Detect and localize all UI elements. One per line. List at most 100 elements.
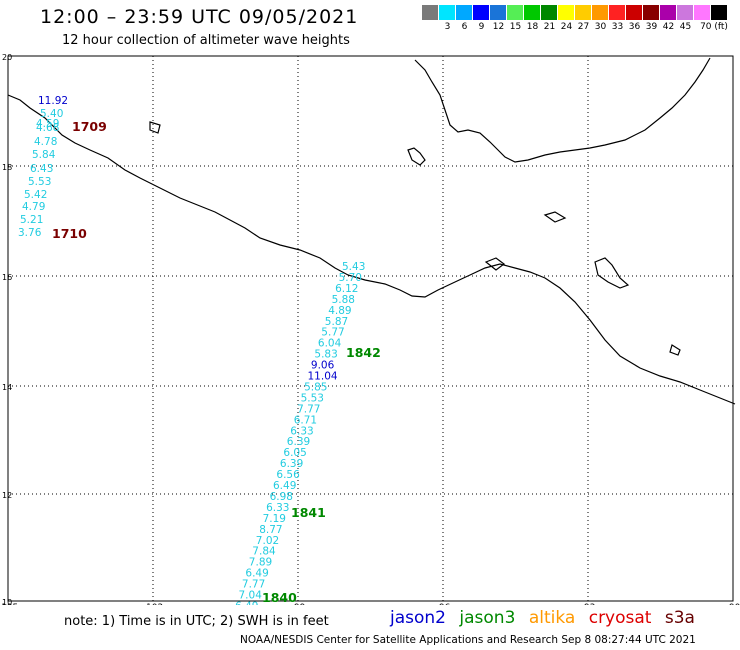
lat-label: 20 bbox=[2, 53, 12, 62]
scale-swatch bbox=[711, 5, 728, 20]
wave-height-label: 6.33 bbox=[290, 425, 313, 437]
wave-height-label: 4.79 bbox=[22, 201, 45, 213]
wave-height-label: 6.98 bbox=[270, 491, 293, 503]
wave-height-label: 5.53 bbox=[301, 392, 324, 404]
legend-jason3: jason3 bbox=[459, 608, 516, 628]
wave-height-label: 7.84 bbox=[252, 546, 276, 558]
scale-label: 18 bbox=[526, 22, 539, 32]
lat-label: 16 bbox=[2, 273, 12, 282]
wave-height-tracks: 11.925.404.594.684.785.846.435.535.424.7… bbox=[18, 95, 381, 605]
scale-swatch bbox=[439, 5, 456, 20]
scale-swatch bbox=[473, 5, 490, 20]
wave-height-label: 7.77 bbox=[242, 579, 265, 591]
scale-label: 36 bbox=[628, 22, 641, 32]
legend-jason2: jason2 bbox=[390, 608, 446, 628]
scale-swatch bbox=[643, 5, 660, 20]
wave-height-label: 6.49 bbox=[273, 480, 296, 492]
wave-height-label: 6.33 bbox=[266, 502, 289, 514]
scale-swatch bbox=[541, 5, 558, 20]
scale-label: 3 bbox=[444, 22, 451, 32]
wave-height-label: 5.85 bbox=[304, 381, 327, 393]
wave-height-label: 6.49 bbox=[235, 601, 258, 606]
scale-label: 21 bbox=[543, 22, 556, 32]
scale-swatch bbox=[609, 5, 626, 20]
wave-height-label: 5.43 bbox=[342, 261, 365, 273]
footer-note: note: 1) Time is in UTC; 2) SWH is in fe… bbox=[64, 614, 329, 629]
wave-height-label: 7.19 bbox=[263, 513, 286, 525]
wave-height-label: 3.76 bbox=[18, 227, 42, 239]
wave-height-label: 4.78 bbox=[34, 136, 57, 148]
wave-height-label: 6.43 bbox=[30, 163, 53, 175]
wave-height-label: 6.39 bbox=[287, 436, 310, 448]
wave-height-label: 5.21 bbox=[20, 214, 43, 226]
wave-height-label: 6.04 bbox=[318, 338, 342, 350]
lat-label: 14 bbox=[2, 383, 12, 392]
scale-label: 39 bbox=[645, 22, 658, 32]
wave-height-label: 7.77 bbox=[297, 403, 320, 415]
scale-label: 6 bbox=[461, 22, 468, 32]
wave-height-label: 4.59 bbox=[36, 118, 59, 130]
wave-height-label: 6.71 bbox=[294, 414, 317, 426]
scale-swatch bbox=[575, 5, 592, 20]
scale-label: 12 bbox=[492, 22, 505, 32]
scale-label: 27 bbox=[577, 22, 590, 32]
scale-swatch bbox=[677, 5, 694, 20]
pass-time-label: 1841 bbox=[291, 505, 326, 520]
lon-label: -99 bbox=[291, 603, 306, 605]
scale-swatch bbox=[592, 5, 609, 20]
pass-time-label: 1842 bbox=[346, 345, 381, 360]
wave-height-label: 5.83 bbox=[314, 349, 337, 361]
wave-height-label: 7.89 bbox=[249, 557, 272, 569]
scale-label: 45 bbox=[679, 22, 692, 32]
scale-label: 9 bbox=[478, 22, 485, 32]
lat-label: 10 bbox=[2, 598, 12, 605]
page-subtitle: 12 hour collection of altimeter wave hei… bbox=[62, 33, 350, 48]
wave-height-label: 6.12 bbox=[335, 283, 358, 295]
scale-label: 33 bbox=[611, 22, 624, 32]
scale-swatch bbox=[660, 5, 677, 20]
wave-height-label: 5.88 bbox=[332, 294, 355, 306]
wave-height-label: 8.77 bbox=[259, 524, 282, 536]
wave-height-label: 5.70 bbox=[339, 272, 362, 284]
scale-swatch bbox=[558, 5, 575, 20]
wave-height-label: 5.42 bbox=[24, 189, 47, 201]
pass-time-label: 1840 bbox=[262, 590, 297, 605]
scale-swatch bbox=[456, 5, 473, 20]
scale-label: 42 bbox=[662, 22, 675, 32]
lon-label: -105 bbox=[0, 603, 18, 605]
scale-label: 30 bbox=[594, 22, 607, 32]
wave-height-label: 5.87 bbox=[325, 316, 348, 328]
scale-swatch bbox=[422, 5, 439, 20]
wave-height-label: 6.49 bbox=[245, 568, 268, 580]
map-frame bbox=[7, 55, 734, 602]
lon-label: -102 bbox=[143, 603, 163, 605]
lat-label: 12 bbox=[2, 491, 12, 500]
grid-lines: 20 18 16 14 12 10-105 -102 -99 -96 -93 -90 bbox=[0, 53, 740, 605]
scale-swatch bbox=[507, 5, 524, 20]
wave-height-label: 5.77 bbox=[321, 327, 344, 339]
page-title: 12:00 – 23:59 UTC 09/05/2021 bbox=[40, 6, 359, 28]
pass-time-label: 1709 bbox=[72, 119, 107, 134]
wave-height-label: 6.05 bbox=[283, 447, 306, 459]
lat-label: 18 bbox=[2, 163, 12, 172]
scale-label: 15 bbox=[509, 22, 522, 32]
legend-s3a: s3a bbox=[664, 608, 695, 628]
wave-height-label: 4.89 bbox=[328, 305, 351, 317]
wave-height-label: 6.56 bbox=[276, 469, 300, 481]
wave-height-label: 7.02 bbox=[256, 535, 279, 547]
satellite-legend: jason2 jason3 altika cryosat s3a bbox=[390, 608, 703, 628]
wave-height-label: 4.68 bbox=[36, 122, 59, 134]
scale-swatch bbox=[626, 5, 643, 20]
lon-label: -96 bbox=[436, 603, 451, 605]
color-scale-labels: 3 6 9 12 15 18 21 24 27 30 33 36 39 42 45 70 (ft) bbox=[422, 22, 734, 32]
coastline bbox=[7, 57, 736, 405]
wave-height-label: 11.92 bbox=[38, 95, 68, 107]
pass-time-label: 1710 bbox=[52, 226, 87, 241]
legend-cryosat: cryosat bbox=[588, 608, 652, 628]
wave-height-label: 7.04 bbox=[239, 590, 263, 602]
wave-height-label: 6.39 bbox=[280, 458, 303, 470]
wave-height-label: 5.84 bbox=[32, 149, 56, 161]
color-scale bbox=[422, 5, 728, 21]
lon-label: -90 bbox=[726, 603, 740, 605]
